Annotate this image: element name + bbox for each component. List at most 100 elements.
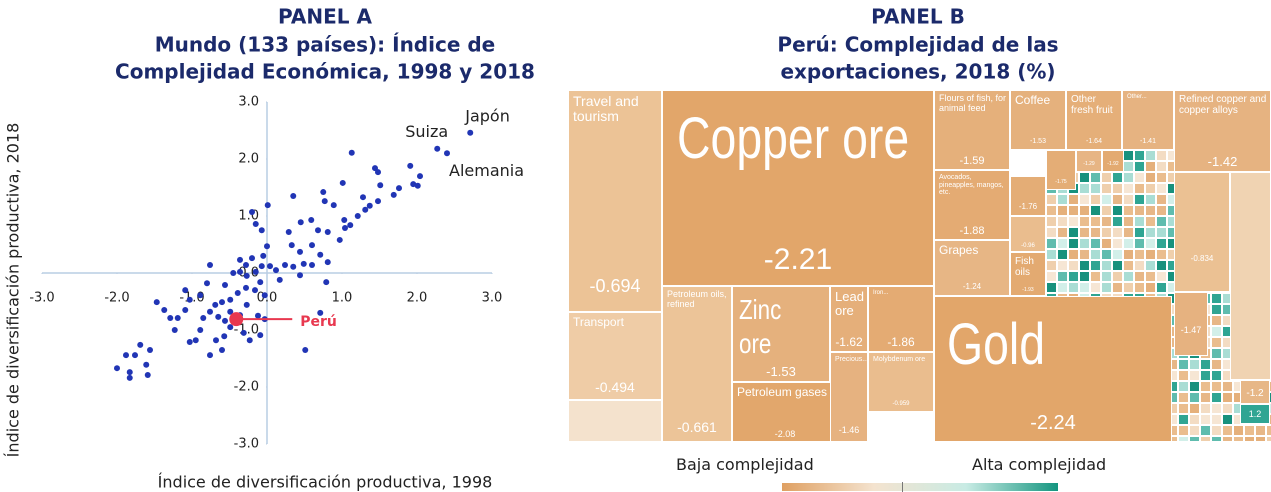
tile <box>1046 260 1057 271</box>
tile-value: -1.93 <box>1022 287 1034 293</box>
tile-label: Refined copper and copper alloys <box>1179 94 1267 116</box>
point <box>339 179 346 186</box>
point <box>330 202 337 209</box>
tile <box>1211 392 1222 403</box>
treemap-tile: -1.29 <box>1076 150 1102 172</box>
treemap-tile: Zinc ore -1.53 <box>732 286 830 382</box>
tile <box>1112 227 1123 238</box>
tile-value: -1.24 <box>962 282 982 291</box>
point <box>317 309 324 316</box>
point <box>288 242 295 249</box>
point <box>377 182 384 189</box>
tile-value: -1.59 <box>959 155 985 167</box>
tile-value: -1.86 <box>887 335 915 349</box>
point <box>213 337 219 344</box>
tile <box>1101 260 1112 271</box>
tile <box>1079 172 1090 183</box>
treemap-tile: -1.47 <box>1174 292 1208 356</box>
tile <box>1090 282 1101 293</box>
point <box>290 193 297 200</box>
point <box>234 289 241 296</box>
point <box>354 213 361 219</box>
tile <box>1123 238 1134 249</box>
point <box>390 191 397 198</box>
highlight-point <box>229 312 244 327</box>
point <box>264 202 271 209</box>
tile <box>1189 425 1200 436</box>
tile-label: Coffee <box>1015 93 1051 107</box>
tile <box>1068 282 1079 293</box>
tile <box>1189 403 1200 414</box>
tile <box>1068 260 1079 271</box>
point <box>255 312 261 319</box>
point <box>204 280 210 287</box>
tile <box>1145 205 1156 216</box>
tile-label: Grapes <box>939 243 979 257</box>
point <box>362 206 369 213</box>
point <box>410 181 417 188</box>
tile <box>1145 150 1156 161</box>
tile <box>1068 249 1079 260</box>
panel-subtitle: Perú: Complejidad de las <box>777 33 1058 57</box>
color-bar <box>782 483 1058 491</box>
scatter-chart: PANEL A Mundo (133 países): Índice de Co… <box>4 5 535 492</box>
point <box>264 243 270 250</box>
treemap-tile: Copper ore -2.21 <box>662 90 934 286</box>
tile <box>1079 271 1090 282</box>
tile <box>1200 370 1211 381</box>
tile-label: Molybdenum ore <box>873 356 926 363</box>
point <box>257 332 264 339</box>
treemap-tile: Lead ore -1.62 <box>830 286 868 352</box>
point <box>144 372 151 379</box>
tile <box>1057 249 1068 260</box>
point <box>375 169 381 176</box>
annotation: Suiza <box>405 122 448 141</box>
point <box>167 315 174 322</box>
tile <box>1200 403 1211 414</box>
tile <box>1145 216 1156 227</box>
treemap-tile: Refined copper and copper alloys -1.42 <box>1174 90 1271 172</box>
tile <box>1079 227 1090 238</box>
tile <box>1189 436 1200 442</box>
point <box>207 308 213 315</box>
point <box>132 352 138 359</box>
tile <box>1211 370 1222 381</box>
tile <box>1101 238 1112 249</box>
point <box>174 315 181 322</box>
tile <box>1222 392 1233 403</box>
tile <box>1211 381 1222 392</box>
point <box>297 219 304 226</box>
tile-label: Copper ore <box>677 106 910 171</box>
tile <box>1046 205 1057 216</box>
point <box>237 256 243 263</box>
tile <box>1057 194 1068 205</box>
tile-label: Travel and tourism <box>573 93 639 125</box>
tile <box>1145 161 1156 172</box>
tile <box>1068 205 1079 216</box>
point <box>243 301 250 308</box>
point <box>258 263 265 270</box>
tile <box>1145 260 1156 271</box>
panel-title: PANEL A <box>278 5 372 29</box>
tile <box>1046 238 1057 249</box>
tile <box>1079 216 1090 227</box>
tile <box>1068 194 1079 205</box>
tile <box>1233 436 1244 442</box>
tile <box>1134 260 1145 271</box>
point <box>285 228 292 235</box>
tile <box>1090 172 1101 183</box>
point <box>153 299 160 306</box>
tile <box>1112 249 1123 260</box>
treemap-tile: Molybdenum ore -0.959 <box>868 352 934 412</box>
tile <box>1112 194 1123 205</box>
tile <box>1079 238 1090 249</box>
tile <box>1211 293 1222 304</box>
tile <box>1134 282 1145 293</box>
tile <box>1200 425 1211 436</box>
point <box>227 308 234 315</box>
x-tick-label: 2.0 <box>407 291 428 306</box>
point <box>243 262 249 269</box>
tile <box>568 400 662 442</box>
tile <box>1123 161 1134 172</box>
tile <box>1090 249 1101 260</box>
